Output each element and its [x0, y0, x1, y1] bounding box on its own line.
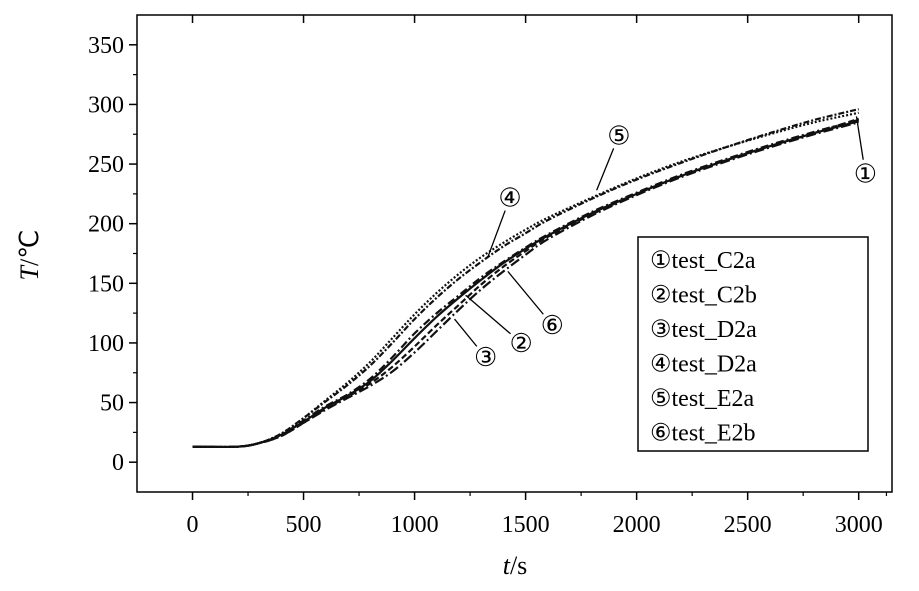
x-tick-label: 500: [286, 512, 322, 538]
y-axis-label: T/℃: [15, 230, 44, 281]
annotation-leader: [855, 116, 864, 160]
legend-entry: ③test_D2a: [650, 317, 757, 343]
annotation-label: ①: [854, 160, 877, 189]
axis-ticks: 0 500 1000 1500 2000 2500 3000 0 50 100 150 200 250 3…: [88, 15, 888, 538]
legend-entry: ⑤test_E2a: [650, 386, 755, 412]
annotation-label: ⑤: [607, 121, 630, 150]
x-tick-label: 1000: [391, 512, 439, 538]
legend-box: [637, 236, 869, 452]
y-tick-label: 100: [88, 331, 124, 357]
series-lines: [192, 108, 860, 449]
y-tick-label: 250: [88, 152, 124, 178]
series-line-5: [192, 108, 859, 449]
y-tick-label: 350: [88, 33, 124, 59]
y-tick-label: 200: [88, 212, 124, 238]
annotation-label: ②: [510, 329, 533, 358]
legend-entry: ②test_C2b: [650, 283, 757, 309]
x-tick-label: 3000: [835, 512, 883, 538]
annotation-label: ⑥: [541, 311, 564, 340]
curve-annotations: ① ②③ ④ ⑤ ⑥: [454, 116, 877, 372]
legend-entry: ④test_D2a: [650, 352, 757, 378]
x-tick-label: 2500: [724, 512, 772, 538]
annotation-leader: [596, 148, 615, 191]
series-line-6: [192, 117, 860, 449]
annotation-leader: [507, 270, 544, 315]
x-tick-label: 0: [187, 512, 199, 538]
y-tick-label: 0: [112, 450, 124, 476]
legend-items: ①test_C2a ②test_C2b ③test_D2a ④test_D2a ⑤tes…: [650, 248, 757, 447]
legend: ①test_C2a ②test_C2b ③test_D2a ④test_D2a ⑤tes…: [637, 236, 869, 452]
x-tick-label: 1500: [502, 512, 550, 538]
y-tick-label: 300: [88, 92, 124, 118]
y-tick-label: 50: [100, 391, 124, 417]
annotation-label: ③: [474, 343, 497, 372]
annotation-leader: [487, 210, 506, 258]
annotation-label: ④: [498, 183, 521, 212]
y-tick-label: 150: [88, 271, 124, 297]
annotation-leader: [465, 294, 511, 335]
x-tick-label: 2000: [613, 512, 661, 538]
x-axis-label: t/s: [503, 551, 528, 580]
legend-entry: ①test_C2a: [650, 248, 756, 274]
legend-entry: ⑥test_E2b: [650, 421, 756, 447]
annotation-leader: [454, 318, 478, 347]
